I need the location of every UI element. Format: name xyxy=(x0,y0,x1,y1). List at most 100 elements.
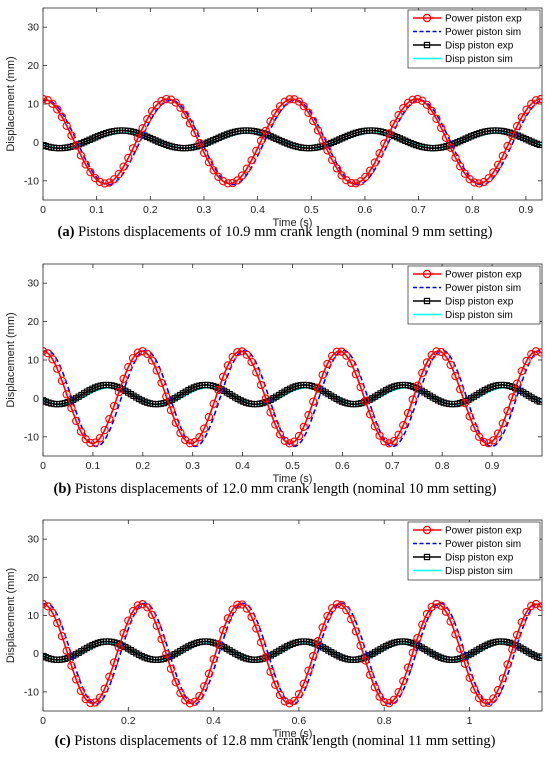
data-point-power-exp xyxy=(323,359,332,369)
data-point-power-exp xyxy=(318,370,327,379)
data-point-power-exp xyxy=(361,396,370,406)
caption-a-text: Pistons displacements of 10.9 mm crank l… xyxy=(74,224,493,240)
data-point-power-exp xyxy=(119,628,128,638)
data-point-power-exp xyxy=(157,96,166,106)
data-point-power-exp xyxy=(375,431,384,440)
y-tick-label-a: -10 xyxy=(24,175,39,187)
x-tick-label-c: 0.6 xyxy=(292,715,307,727)
data-point-power-exp xyxy=(304,666,313,675)
data-point-power-exp xyxy=(62,121,71,130)
data-point-power-exp xyxy=(76,151,86,160)
data-point-power-exp xyxy=(195,691,204,701)
data-point-power-exp xyxy=(451,630,460,639)
data-point-power-exp xyxy=(299,422,308,432)
data-point-power-exp xyxy=(413,633,422,643)
chart-panel-a: -10 0 10 20 30 0 0.1 0.2 0.3 0.4 0.5 0.6 0.7 0.8 0.9 Ti… xyxy=(0,0,550,250)
data-point-power-exp xyxy=(204,412,214,422)
data-point-power-exp xyxy=(43,599,48,609)
data-point-power-exp xyxy=(147,107,157,116)
data-point-power-exp xyxy=(109,401,119,411)
data-point-disp-exp xyxy=(536,141,542,148)
data-point-power-exp xyxy=(218,372,228,381)
data-point-power-exp xyxy=(152,366,161,375)
data-point-power-exp xyxy=(233,347,242,357)
legend-label: Disp piston sim xyxy=(445,310,513,321)
data-point-power-exp xyxy=(214,385,223,395)
data-point-power-exp xyxy=(503,660,512,669)
caption-c: (c) Pistons displacements of 12.8 mm cra… xyxy=(0,733,550,750)
data-point-power-exp xyxy=(375,149,384,158)
data-point-power-exp xyxy=(512,121,522,131)
data-point-power-exp xyxy=(356,641,365,650)
data-point-power-exp xyxy=(162,392,171,401)
data-point-power-exp xyxy=(109,658,119,667)
data-point-power-exp xyxy=(67,131,76,140)
data-point-power-exp xyxy=(451,153,460,162)
data-point-power-exp xyxy=(166,664,176,673)
data-point-power-exp xyxy=(309,651,318,661)
data-point-power-exp xyxy=(124,153,133,163)
data-point-power-exp xyxy=(261,653,270,662)
data-point-power-exp xyxy=(474,694,484,703)
data-point-power-exp xyxy=(446,617,455,626)
data-point-power-exp xyxy=(465,673,474,682)
data-point-power-exp xyxy=(256,136,266,145)
data-point-power-exp xyxy=(223,361,233,370)
data-point-power-exp xyxy=(133,601,142,610)
y-tick-label-b: 0 xyxy=(33,393,39,405)
data-point-power-exp xyxy=(503,141,512,151)
data-point-power-exp xyxy=(337,600,346,610)
data-point-power-exp xyxy=(351,627,361,636)
data-point-power-exp xyxy=(86,698,95,708)
data-point-power-exp xyxy=(176,688,185,698)
data-point-power-exp xyxy=(346,359,356,368)
y-tick-label-a: 30 xyxy=(27,22,39,34)
data-point-power-exp xyxy=(527,601,536,611)
data-point-power-exp xyxy=(361,172,370,182)
x-tick-label-a: 0.6 xyxy=(358,204,373,216)
data-point-power-exp xyxy=(162,94,171,104)
data-point-power-exp xyxy=(512,379,522,388)
data-point-power-exp xyxy=(422,100,432,109)
data-point-power-exp xyxy=(285,439,294,448)
data-point-power-exp xyxy=(498,151,507,160)
data-point-power-exp xyxy=(57,376,67,385)
data-point-power-exp xyxy=(437,601,446,610)
data-point-power-exp xyxy=(384,129,394,138)
data-point-power-exp xyxy=(394,688,403,697)
data-point-power-exp xyxy=(413,381,422,390)
data-point-power-exp xyxy=(133,134,142,143)
caption-c-label: (c) xyxy=(54,733,71,749)
legend-label: Power piston sim xyxy=(445,27,521,38)
data-point-power-exp xyxy=(138,124,147,133)
data-point-power-exp xyxy=(271,680,280,689)
data-point-power-exp xyxy=(408,95,417,104)
data-point-power-exp xyxy=(209,399,218,408)
data-point-power-exp xyxy=(299,679,308,688)
data-point-power-exp xyxy=(162,649,171,659)
data-point-power-exp xyxy=(522,607,531,617)
caption-b-label: (b) xyxy=(53,481,72,497)
legend-label: Power piston sim xyxy=(445,539,521,550)
data-point-power-exp xyxy=(389,119,398,128)
x-tick-label-a: 0.9 xyxy=(519,204,534,216)
caption-b: (b) Pistons displacements of 12.0 mm cra… xyxy=(0,481,550,498)
data-point-power-exp xyxy=(48,608,57,617)
x-tick-label-b: 0 xyxy=(40,460,46,472)
data-point-power-exp xyxy=(166,406,176,415)
caption-b-text: Pistons displacements of 12.0 mm crank l… xyxy=(71,481,497,497)
data-point-power-exp xyxy=(290,696,299,706)
data-point-power-exp xyxy=(346,178,356,188)
data-point-power-exp xyxy=(517,617,526,627)
data-point-power-exp xyxy=(228,178,237,188)
data-point-power-exp xyxy=(72,141,81,150)
data-point-power-exp xyxy=(214,172,223,181)
data-point-power-exp xyxy=(223,614,233,623)
x-tick-label-a: 0.3 xyxy=(197,204,212,216)
data-point-power-exp xyxy=(242,604,251,613)
data-point-power-exp xyxy=(512,630,522,640)
data-point-power-exp xyxy=(76,427,86,436)
chart-svg-b: -10 0 10 20 30 0 0.1 0.2 0.3 0.4 0.5 0.6 0.7 0.8 0.9 Ti… xyxy=(5,263,543,485)
legend-marker-square xyxy=(423,41,431,49)
data-point-power-exp xyxy=(200,424,209,433)
